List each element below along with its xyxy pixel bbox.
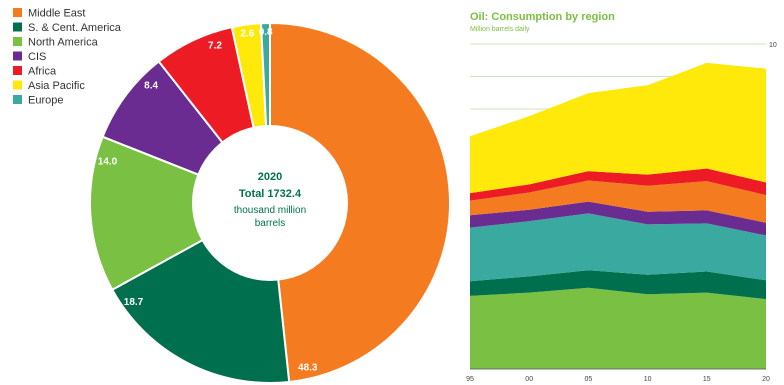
x-tick-label: 10 bbox=[644, 376, 652, 383]
legend-label: Asia Pacific bbox=[28, 80, 85, 92]
area-layer-cis bbox=[470, 201, 766, 236]
area-layer-s-cent-america bbox=[470, 270, 766, 300]
donut-slice-label: 7.2 bbox=[208, 40, 222, 51]
legend-swatch bbox=[13, 51, 22, 61]
donut-slice-label: 18.7 bbox=[124, 297, 144, 308]
legend-label: Middle East bbox=[28, 8, 85, 20]
x-tick-label: 20 bbox=[762, 376, 770, 383]
area-layer-north-america bbox=[470, 287, 766, 369]
legend-swatch bbox=[13, 22, 22, 32]
legend-swatch bbox=[13, 95, 22, 104]
center-year: 2020 bbox=[258, 171, 282, 183]
x-tick-label: 95 bbox=[466, 376, 474, 383]
donut-slice-label: 0.8 bbox=[259, 27, 273, 38]
donut-slice-middle-east bbox=[269, 21, 451, 384]
legend-swatch bbox=[13, 37, 22, 46]
donut-slice-label: 2.6 bbox=[240, 28, 254, 39]
area-chart-title: Oil: Consumption by region bbox=[470, 11, 615, 23]
center-total: Total 1732.4 bbox=[239, 188, 302, 200]
area-x-ticks: 95 00 05 10 15 20 bbox=[466, 376, 770, 383]
donut-slice-label: 8.4 bbox=[144, 80, 158, 91]
legend-label: CIS bbox=[28, 51, 46, 63]
donut-hole bbox=[192, 125, 348, 281]
legend-label: Africa bbox=[28, 66, 57, 78]
area-y-ticks: 10 bbox=[769, 42, 777, 49]
area-layers bbox=[470, 62, 766, 370]
x-tick-label: 00 bbox=[525, 376, 533, 383]
center-unit-line2: barrels bbox=[255, 218, 286, 229]
donut-slice-labels: 48.3 18.7 14.0 8.4 7.2 2.6 0.8 bbox=[98, 27, 318, 374]
y-tick-label: 10 bbox=[769, 42, 777, 49]
area-chart-subtitle: Million barrels daily bbox=[470, 26, 530, 33]
x-tick-label: 05 bbox=[585, 376, 593, 383]
legend-label: North America bbox=[28, 37, 99, 49]
area-layer-europe bbox=[470, 213, 766, 282]
reserves-donut-chart: 48.3 18.7 14.0 8.4 7.2 2.6 0.8 2020 Total 1732… bbox=[89, 21, 451, 384]
donut-slice-label: 14.0 bbox=[98, 156, 118, 167]
donut-slice-north-america bbox=[89, 135, 273, 292]
legend-swatch bbox=[13, 66, 22, 75]
donut-legend: Middle East S. & Cent. America North Ameri… bbox=[13, 8, 122, 107]
area-layer-middle-east bbox=[470, 180, 766, 223]
legend-swatch bbox=[13, 80, 22, 90]
area-layer-africa bbox=[470, 168, 766, 201]
x-tick-label: 15 bbox=[703, 376, 711, 383]
center-unit-line1: thousand million bbox=[234, 205, 306, 216]
area-layer-asia-pacific bbox=[470, 62, 766, 194]
legend-label: Europe bbox=[28, 95, 63, 107]
legend-swatch bbox=[13, 8, 22, 17]
legend-label: S. & Cent. America bbox=[28, 22, 122, 34]
consumption-area-chart: Oil: Consumption by region Million barre… bbox=[466, 11, 777, 383]
donut-slice-label: 48.3 bbox=[298, 363, 318, 374]
